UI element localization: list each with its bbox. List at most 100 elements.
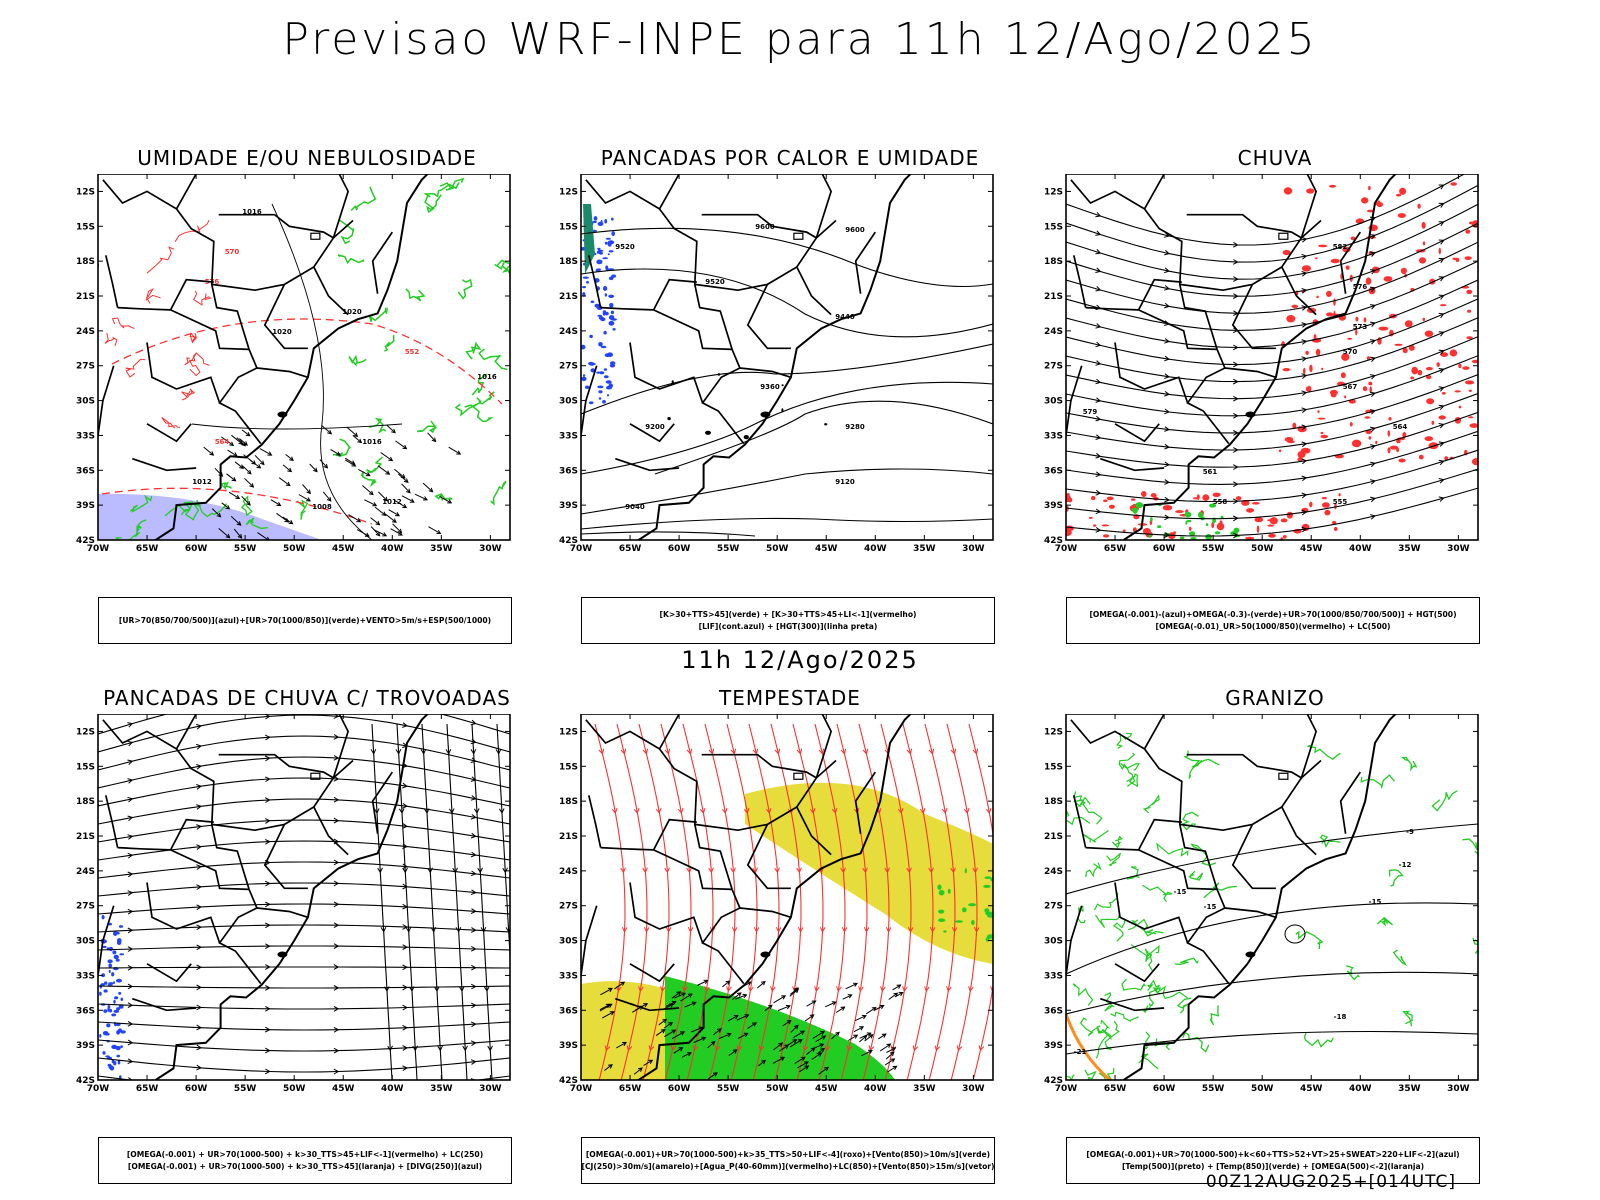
lagoa-dos-patos <box>277 951 288 958</box>
lat-label: 42S <box>76 1076 95 1086</box>
streamline-arrow <box>1438 221 1445 227</box>
omega-green-area <box>1198 511 1203 518</box>
wind-vector <box>218 528 230 539</box>
streamline-arrow <box>1301 458 1308 465</box>
geography <box>581 174 913 540</box>
omega-green-area <box>1179 536 1185 540</box>
geography <box>98 714 430 1080</box>
omega-red-area <box>1468 221 1475 225</box>
streamline-arrow <box>1370 234 1376 240</box>
wind-vector <box>885 1051 895 1060</box>
divg-blue-area <box>102 1031 109 1036</box>
temp850-green-contour <box>1066 1074 1075 1080</box>
country-border <box>146 882 221 944</box>
streamline-arrow <box>196 1064 203 1071</box>
lc250-streamline <box>98 714 510 753</box>
coastline-east <box>153 714 430 1080</box>
lif-blue-area <box>597 385 604 389</box>
country-border <box>1070 179 1218 350</box>
omega-red-area <box>1321 367 1324 371</box>
wind-vector-head <box>276 501 282 507</box>
streamline-arrow <box>437 1045 443 1052</box>
streamline-arrow <box>941 808 948 815</box>
wind-vector <box>812 1030 825 1039</box>
streamline-arrow <box>1370 514 1377 520</box>
hgt500-streamline <box>1066 430 1478 485</box>
wind-vector-head <box>710 1040 716 1046</box>
country-border <box>313 266 349 316</box>
streamline-arrow <box>1095 471 1102 478</box>
streamline-arrow <box>1232 344 1239 351</box>
streamline-arrow <box>1095 434 1102 440</box>
streamline-arrow <box>1164 338 1171 344</box>
lon-label: 30W <box>1447 544 1470 554</box>
streamline-arrow <box>333 755 340 761</box>
country-border <box>1300 714 1318 779</box>
streamline-arrow <box>196 1004 203 1011</box>
lat-label: 21S <box>1044 832 1063 842</box>
streamline-arrow <box>841 926 848 933</box>
streamline-arrow <box>423 808 430 815</box>
divg-blue-area <box>114 1022 117 1027</box>
omega-red-area <box>1141 491 1147 497</box>
streamline-arrow <box>452 867 458 874</box>
divg-blue-area <box>118 925 124 928</box>
lat-label: 24S <box>559 867 578 877</box>
wind-vector-head <box>313 467 318 473</box>
wind-vector <box>221 502 230 510</box>
wind-vector <box>864 1034 874 1042</box>
country-border <box>658 174 680 210</box>
omega-red-area <box>1424 436 1434 442</box>
wind-vector-head <box>382 532 388 537</box>
streamline-arrow <box>752 867 758 874</box>
wind-vector <box>321 425 332 435</box>
wind-vector-head <box>607 1003 613 1008</box>
lif-blue-area <box>608 294 615 298</box>
streamline-arrow <box>383 986 390 993</box>
streamline-arrow <box>402 1024 409 1031</box>
wind-vector <box>794 1056 806 1064</box>
streamline-arrow <box>470 945 477 952</box>
thickness-red-dashed <box>101 487 373 525</box>
humidity-green-contour <box>332 438 351 458</box>
streamline-arrow <box>620 867 626 874</box>
contour-label: 9360 <box>760 383 780 391</box>
lif-blue-area <box>598 397 602 400</box>
streamline-arrow <box>196 964 203 971</box>
wind-vector-head <box>831 1001 837 1006</box>
country-border <box>1066 365 1083 442</box>
omega-red-area <box>1252 502 1260 505</box>
omega-green-area <box>1184 511 1192 518</box>
streamline-arrow <box>402 924 409 930</box>
streamline-arrow <box>420 748 427 755</box>
omega-red-area <box>1322 496 1327 500</box>
streamline-arrow <box>642 748 649 755</box>
temp850-green-contour <box>1144 948 1154 972</box>
wind-vector-head <box>761 1059 767 1065</box>
country-border <box>587 255 602 308</box>
divg-blue-area <box>108 982 114 985</box>
contour-label: 9600 <box>755 223 775 231</box>
country-border <box>1143 174 1165 210</box>
lat-label: 30S <box>76 397 95 407</box>
temp850-green-contour <box>1149 986 1161 1007</box>
omega-red-area <box>1254 517 1264 523</box>
streamline-arrow <box>818 748 825 755</box>
wind-vector <box>221 436 234 446</box>
country-border <box>332 174 350 239</box>
wind-vector-head <box>853 1034 859 1039</box>
lat-label: 21S <box>559 292 578 302</box>
divg-blue-area <box>107 959 113 964</box>
wind-vector <box>747 1022 757 1029</box>
wind-vector-head <box>609 1011 615 1016</box>
streamline-arrow <box>774 867 780 874</box>
lat-label: 24S <box>1044 327 1063 337</box>
streamline-arrow <box>1370 479 1377 485</box>
temp850-green-contour <box>1085 862 1102 878</box>
wind-vector-head <box>327 429 333 435</box>
country-border <box>256 907 309 919</box>
streamline-arrow <box>196 844 203 850</box>
streamline-arrow <box>730 867 736 874</box>
